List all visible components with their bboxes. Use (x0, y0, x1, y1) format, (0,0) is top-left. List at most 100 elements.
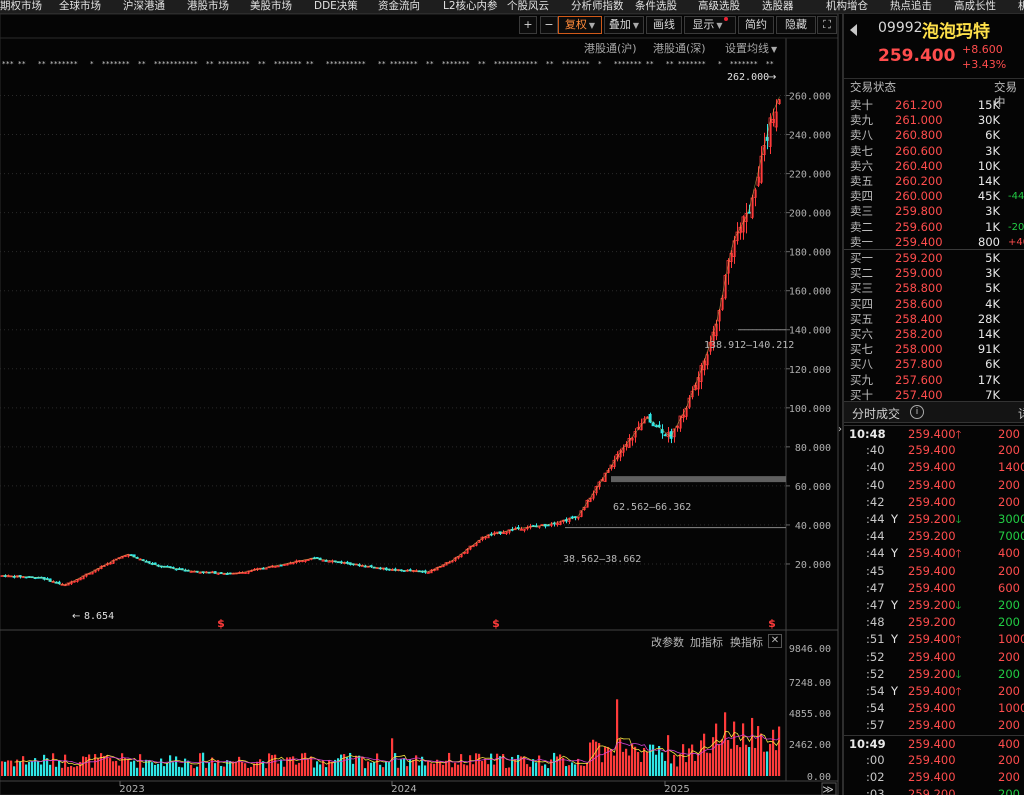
volume-bar (85, 757, 88, 776)
trade-status-value: 交易中 (994, 80, 1017, 109)
bid-row[interactable]: 买七 258.000 91K (844, 342, 1024, 357)
hk-connect-sh-link[interactable]: 港股通(沪) (584, 42, 637, 55)
ask-row[interactable]: 卖一 259.400 800 +40 (844, 235, 1024, 250)
menu-item-15[interactable]: 热点追击 (890, 0, 932, 12)
ask-row[interactable]: 卖七 260.600 3K (844, 144, 1024, 159)
volume-bar (526, 764, 529, 776)
bid-row[interactable]: 买九 257.600 17K (844, 373, 1024, 388)
zoom-out-button[interactable]: − (540, 16, 558, 34)
info-icon[interactable]: i (910, 405, 924, 419)
tick-volume: 200 (998, 787, 1020, 795)
ask-row[interactable]: 卖八 260.800 6K (844, 128, 1024, 143)
menu-item-8[interactable]: L2核心内参 (443, 0, 498, 12)
fuquan-label: 复权 (564, 18, 587, 31)
overlay-button[interactable]: 叠加 ▼ (604, 16, 644, 34)
ask-row[interactable]: 卖三 259.800 3K (844, 204, 1024, 219)
ask-row[interactable]: 卖九 261.000 30K (844, 113, 1024, 128)
event-marker-icon: * (530, 60, 534, 68)
bid-row[interactable]: 买八 257.800 6K (844, 357, 1024, 372)
candle-body (705, 354, 709, 366)
tick-row: :47 Y 259.200🡓 200 (844, 597, 1024, 614)
volume-bar (523, 756, 526, 776)
ma-settings-link[interactable]: 设置均线 ▼ (725, 40, 777, 55)
menu-item-4[interactable]: 港股市场 (187, 0, 229, 12)
volume-bar (748, 747, 751, 776)
ask-row[interactable]: 卖四 260.000 45K -440 (844, 189, 1024, 204)
zoom-in-button[interactable]: + (519, 16, 537, 34)
close-icon[interactable]: ✕ (768, 634, 782, 648)
menu-item-11[interactable]: 条件选股 (635, 0, 677, 12)
volume-bar (631, 743, 634, 776)
menu-item-5[interactable]: 美股市场 (250, 0, 292, 12)
ask-row[interactable]: 卖六 260.400 10K (844, 159, 1024, 174)
bid-row[interactable]: 买三 258.800 5K (844, 281, 1024, 296)
event-marker-icon: * (218, 60, 222, 68)
tick-time: 10:48 (849, 427, 886, 441)
bid-row[interactable]: 买一 259.200 5K (844, 251, 1024, 266)
ask-row[interactable]: 卖五 260.200 14K (844, 174, 1024, 189)
volume-bar (34, 758, 37, 776)
menu-item-13[interactable]: 选股器 (762, 0, 794, 12)
menu-item-9[interactable]: 个股风云 (507, 0, 549, 12)
tick-time: :51 (866, 632, 885, 647)
candle-body (642, 418, 646, 424)
tick-row: :42 259.400 200 (844, 494, 1024, 511)
expand-icon[interactable]: ⛶ (817, 16, 837, 34)
menu-item-7[interactable]: 资金流向 (378, 0, 420, 12)
volume-bar (193, 768, 196, 776)
event-marker-icon: * (10, 60, 14, 68)
volume-bar (316, 761, 319, 776)
bid-row[interactable]: 买十 257.400 7K (844, 388, 1024, 403)
price-axis-label: 180.000 (789, 248, 831, 259)
tick-more-link[interactable]: 详 (1018, 405, 1024, 422)
menu-item-2[interactable]: 全球市场 (59, 0, 101, 12)
volume-bar (439, 762, 442, 776)
fuquan-button[interactable]: 复权 ▼ (558, 16, 602, 34)
bid-row[interactable]: 买二 259.000 3K (844, 266, 1024, 281)
display-button[interactable]: 显示 ▼ (684, 16, 736, 34)
menu-item-12[interactable]: 高级选股 (698, 0, 740, 12)
volume-bar (28, 761, 31, 776)
bid-row[interactable]: 买六 258.200 14K (844, 327, 1024, 342)
scroll-right-icon[interactable]: ≫ (822, 783, 834, 795)
simple-mode-button[interactable]: 简约 (738, 16, 774, 34)
candle-body (747, 211, 751, 214)
volume-bar (442, 764, 445, 776)
menu-item-17[interactable]: 机 (1018, 0, 1024, 13)
draw-line-button[interactable]: 画线 (646, 16, 682, 34)
hide-button[interactable]: 隐藏 (776, 16, 816, 34)
candle-body (654, 425, 658, 428)
ask-row[interactable]: 卖二 259.600 1K -20 (844, 220, 1024, 235)
menu-item-10[interactable]: 分析师指数 (571, 0, 624, 12)
menu-item-6[interactable]: DDE决策 (314, 0, 358, 12)
bid-row[interactable]: 买四 258.600 4K (844, 297, 1024, 312)
volume-bar (778, 726, 781, 776)
event-marker-icon: * (170, 60, 174, 68)
volume-bar (430, 763, 433, 776)
menu-item-16[interactable]: 高成长性 (954, 0, 996, 12)
candle-body (72, 580, 76, 583)
switch-indicator-button[interactable]: 换指标 (730, 636, 763, 649)
ask-level-label: 卖四 (850, 189, 873, 204)
add-indicator-button[interactable]: 加指标 (690, 636, 723, 649)
menu-item-3[interactable]: 沪深港通 (123, 0, 165, 12)
volume-bar (628, 755, 631, 776)
ask-volume: 14K (977, 174, 1000, 188)
volume-bar (331, 761, 334, 776)
volume-bar (406, 766, 409, 776)
bid-volume: 28K (977, 311, 1000, 326)
kline-chart-area[interactable]: + − 复权 ▼ 叠加 ▼ 画线 显示 ▼ 简约 隐藏 ⛶ 港股通(沪) 港股通(深)… (0, 14, 842, 795)
menu-item-1[interactable]: 期权市场 (0, 0, 42, 12)
volume-bar (19, 761, 22, 776)
ask-row[interactable]: 卖十 261.200 15K (844, 98, 1024, 113)
hk-connect-sz-link[interactable]: 港股通(深) (653, 42, 706, 55)
volume-bar (397, 767, 400, 776)
event-marker-icon: * (670, 60, 674, 68)
candle-body (480, 536, 484, 540)
collapse-left-icon[interactable] (850, 24, 858, 36)
change-params-button[interactable]: 改参数 (651, 636, 684, 649)
bid-row[interactable]: 买五 258.400 28K (844, 312, 1024, 327)
event-marker-icon: * (334, 60, 338, 68)
scroll-right-button[interactable] (821, 782, 837, 795)
menu-item-14[interactable]: 机构增仓 (826, 0, 868, 12)
